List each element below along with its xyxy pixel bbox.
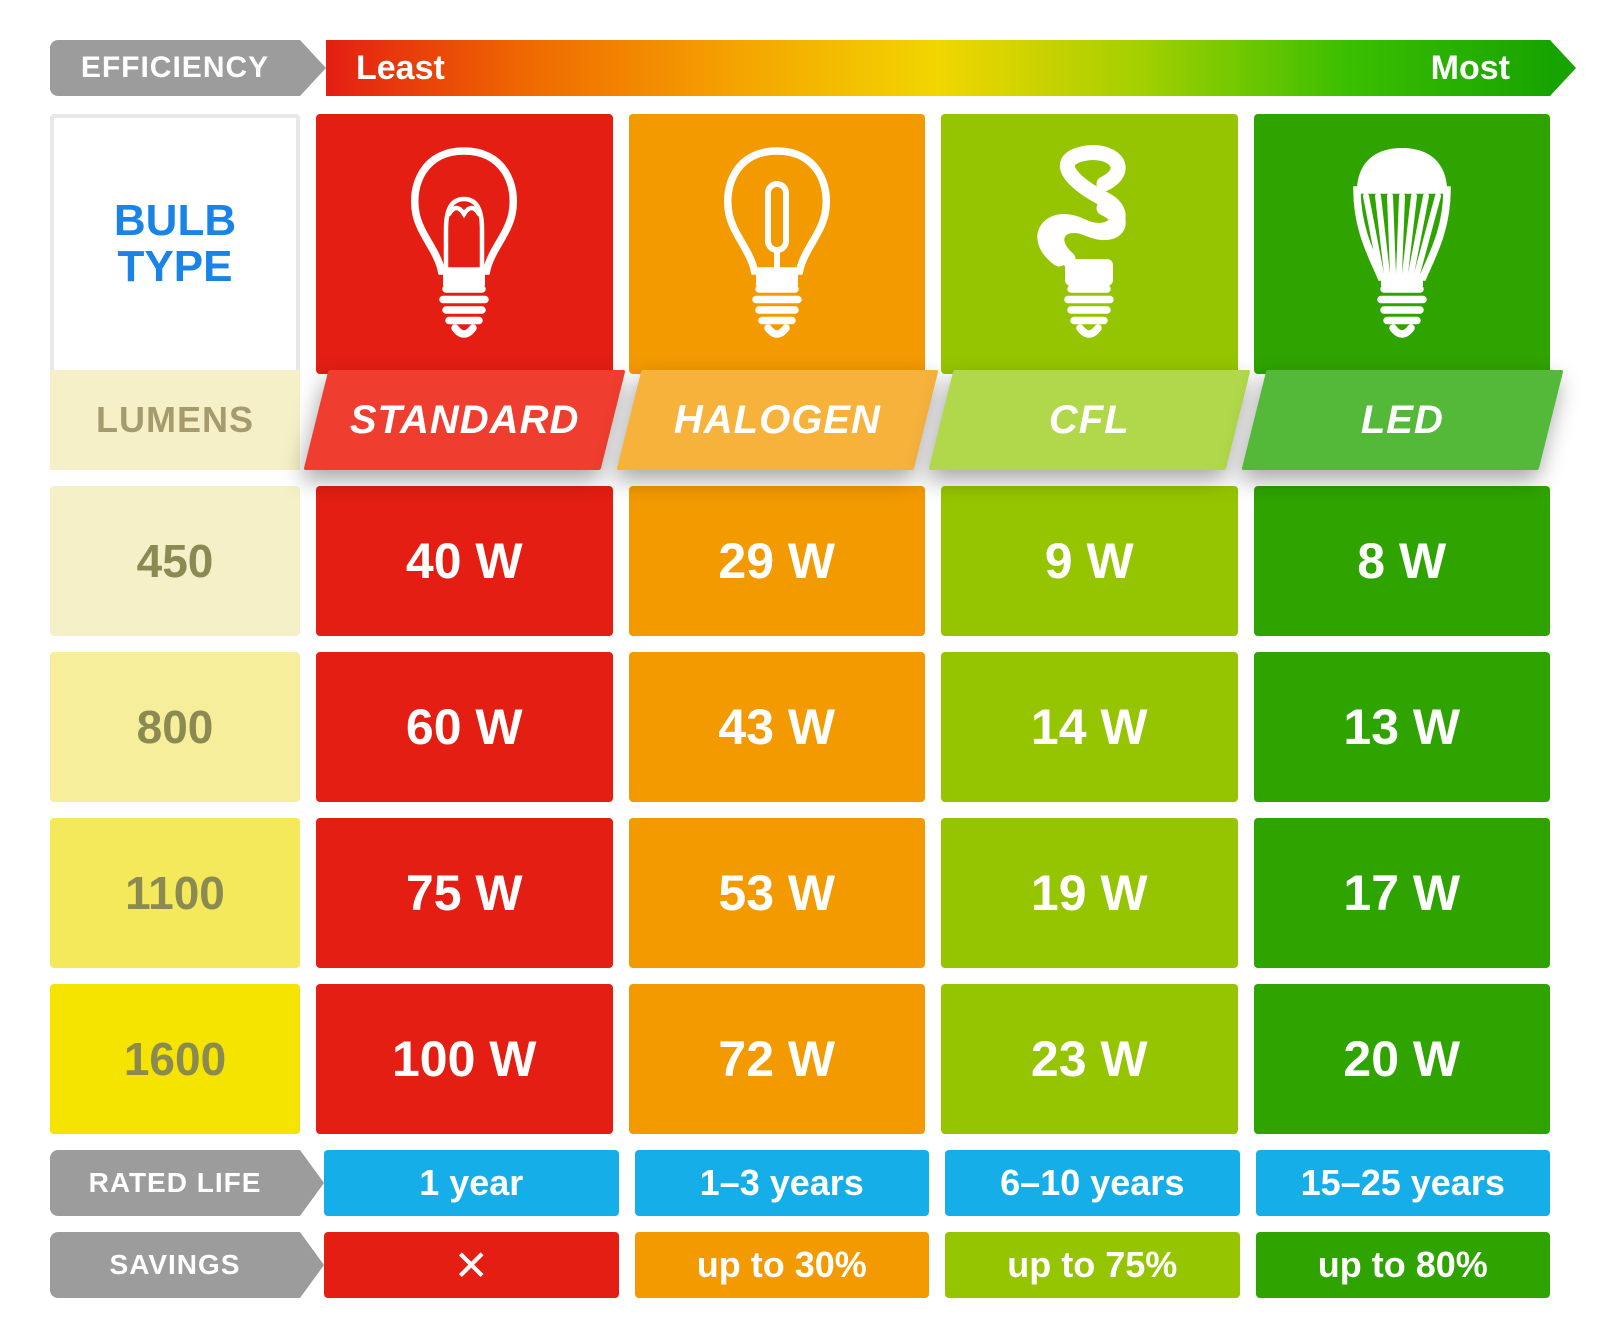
efficiency-least: Least [356, 49, 445, 88]
wattage-value: 20 W [1254, 984, 1551, 1134]
wattage-row: 110075 W53 W19 W17 W [50, 818, 1550, 968]
wattage-value: 72 W [629, 984, 926, 1134]
lumens-value: 450 [50, 486, 300, 636]
wattage-value: 14 W [941, 652, 1238, 802]
savings-cfl: up to 75% [945, 1232, 1240, 1298]
efficiency-gradient: Least Most [326, 40, 1550, 96]
wattage-value: 100 W [316, 984, 613, 1134]
bulb-name-standard: STANDARD [304, 370, 625, 470]
bulb-header-row: BULBTYPE [50, 114, 1550, 374]
efficiency-banner: EFFICIENCY Least Most [50, 40, 1550, 96]
savings-standard: ✕ [324, 1232, 619, 1298]
rated-life-standard: 1 year [324, 1150, 619, 1216]
wattage-value: 19 W [941, 818, 1238, 968]
savings-row: SAVINGS ✕ up to 30% up to 75% up to 80% [50, 1232, 1550, 1298]
bulb-type-title: BULBTYPE [50, 114, 300, 374]
wattage-value: 23 W [941, 984, 1238, 1134]
bulb-icon-cfl [941, 114, 1238, 374]
wattage-value: 8 W [1254, 486, 1551, 636]
rated-life-led: 15–25 years [1256, 1150, 1551, 1216]
rated-life-row: RATED LIFE 1 year 1–3 years 6–10 years 1… [50, 1150, 1550, 1216]
wattage-value: 75 W [316, 818, 613, 968]
wattage-value: 29 W [629, 486, 926, 636]
efficiency-label: EFFICIENCY [50, 40, 300, 96]
wattage-value: 43 W [629, 652, 926, 802]
wattage-value: 17 W [1254, 818, 1551, 968]
wattage-row: 80060 W43 W14 W13 W [50, 652, 1550, 802]
rated-life-label: RATED LIFE [50, 1150, 300, 1216]
wattage-value: 60 W [316, 652, 613, 802]
savings-led: up to 80% [1256, 1232, 1551, 1298]
bulb-name-halogen: HALOGEN [616, 370, 937, 470]
bulb-icon-led [1254, 114, 1551, 374]
lumens-value: 800 [50, 652, 300, 802]
bulb-name-row: LUMENS STANDARD HALOGEN CFL LED [50, 370, 1550, 470]
wattage-value: 53 W [629, 818, 926, 968]
efficiency-most: Most [1431, 49, 1510, 88]
wattage-row: 45040 W29 W9 W8 W [50, 486, 1550, 636]
wattage-value: 9 W [941, 486, 1238, 636]
rated-life-cfl: 6–10 years [945, 1150, 1240, 1216]
lumens-value: 1600 [50, 984, 300, 1134]
bulb-icon-halogen [629, 114, 926, 374]
rated-life-halogen: 1–3 years [635, 1150, 930, 1216]
savings-label: SAVINGS [50, 1232, 300, 1298]
wattage-value: 40 W [316, 486, 613, 636]
lumens-heading: LUMENS [50, 370, 300, 470]
bulb-name-led: LED [1241, 370, 1562, 470]
bulb-comparison-infographic: EFFICIENCY Least Most BULBTYPE LUMENS ST… [50, 40, 1550, 1298]
savings-halogen: up to 30% [635, 1232, 930, 1298]
lumens-value: 1100 [50, 818, 300, 968]
wattage-row: 1600100 W72 W23 W20 W [50, 984, 1550, 1134]
bulb-icon-standard [316, 114, 613, 374]
bulb-name-cfl: CFL [929, 370, 1250, 470]
wattage-value: 13 W [1254, 652, 1551, 802]
